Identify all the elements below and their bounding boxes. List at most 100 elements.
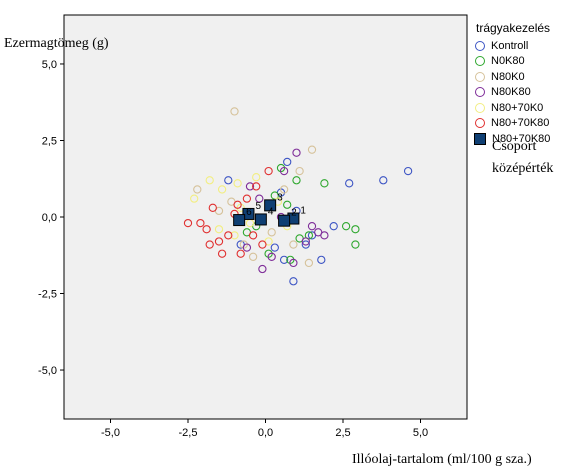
legend-label: N80K0	[491, 70, 525, 83]
data-point	[345, 179, 354, 188]
data-point	[248, 252, 258, 261]
circle-marker-icon	[475, 56, 485, 67]
data-point	[252, 182, 261, 191]
data-point	[214, 237, 224, 246]
y-axis-ticks: 5,0 2,5 0,0 -2,5 -5,0	[38, 59, 64, 377]
group-mean-marker	[264, 199, 277, 212]
data-point	[329, 222, 338, 231]
square-marker-icon	[474, 132, 486, 145]
data-point	[283, 157, 292, 167]
data-point	[279, 166, 289, 176]
group-mean-label: 3	[277, 192, 283, 203]
legend-label: Kontroll	[491, 39, 529, 52]
legend-item: N80+70K80	[472, 131, 550, 147]
legend-title: trágyakezelés	[476, 21, 551, 35]
data-point	[264, 166, 273, 176]
group-mean-label: 5	[255, 201, 261, 212]
data-point	[295, 166, 304, 176]
data-point	[292, 176, 301, 185]
data-point	[224, 176, 233, 185]
y-tick-label: 2,5	[42, 135, 57, 147]
group-mean-annotation: Csoport középérték	[492, 139, 554, 176]
x-tick-label: 2,5	[335, 427, 350, 439]
data-point	[230, 107, 239, 116]
circle-marker-icon	[475, 40, 485, 51]
data-point	[217, 249, 227, 258]
legend-item: N0K80	[472, 54, 550, 70]
data-point	[351, 240, 360, 249]
data-point	[236, 249, 245, 258]
group-mean-marker	[278, 214, 291, 227]
data-point	[292, 148, 301, 157]
group-mean-label: 4	[268, 206, 274, 217]
data-point	[214, 225, 224, 234]
data-point	[307, 145, 317, 154]
data-point	[320, 179, 329, 188]
x-axis-ticks: -5,0 -2,5 0,0 2,5 5,0	[101, 419, 428, 439]
data-point	[190, 194, 199, 203]
data-point	[289, 277, 298, 286]
data-point	[242, 194, 252, 203]
data-point	[245, 182, 255, 191]
legend: trágyakezelés Kontroll N0K80 N80K0 N80K80 N8…	[472, 21, 550, 147]
data-point	[252, 173, 261, 182]
legend-label: N80+70K80	[491, 117, 550, 130]
y-tick-label: -2,5	[38, 289, 57, 301]
legend-item: N80+70K80	[472, 116, 550, 132]
y-tick-label: 0,0	[42, 212, 57, 224]
group-mean-marker	[233, 214, 246, 227]
circle-marker-icon	[475, 87, 485, 98]
data-point	[205, 176, 214, 185]
legend-label: N80+70K80	[492, 132, 551, 145]
group-mean-label: 6	[246, 207, 252, 218]
data-point	[208, 203, 217, 212]
data-point	[205, 240, 214, 249]
data-point	[255, 194, 264, 203]
data-point	[301, 237, 310, 246]
group-mean-label: 1	[300, 206, 306, 217]
data-point	[267, 228, 276, 237]
y-tick-label: -5,0	[38, 365, 57, 377]
data-point	[270, 243, 279, 252]
x-tick-label: -5,0	[101, 427, 120, 439]
data-point	[242, 243, 252, 252]
data-point	[258, 240, 267, 249]
y-tick-label: 5,0	[42, 59, 57, 71]
data-point	[403, 166, 413, 176]
legend-label: N80+70K0	[491, 101, 544, 114]
data-point	[224, 231, 233, 240]
data-point	[283, 200, 292, 209]
data-point	[196, 218, 205, 228]
circle-marker-icon	[475, 118, 485, 129]
legend-item: N80K0	[472, 69, 550, 85]
legend-label: N0K80	[491, 55, 525, 68]
circle-marker-icon	[475, 71, 485, 82]
data-point	[301, 240, 310, 249]
data-point	[317, 255, 326, 264]
data-point	[351, 225, 360, 234]
x-tick-label: 0,0	[258, 427, 273, 439]
data-point	[304, 258, 314, 268]
x-tick-label: 5,0	[413, 427, 428, 439]
data-point	[230, 231, 239, 240]
data-point	[258, 264, 267, 274]
data-point	[202, 225, 211, 234]
data-point	[320, 231, 329, 240]
data-point	[267, 252, 276, 261]
circle-marker-icon	[475, 102, 485, 113]
x-tick-label: -2,5	[179, 427, 198, 439]
legend-item: Kontroll	[472, 38, 550, 54]
data-point	[193, 185, 202, 194]
legend-item: N80+70K0	[472, 100, 550, 116]
data-point	[341, 222, 351, 231]
data-point	[233, 179, 242, 188]
data-point	[217, 185, 227, 194]
group-mean-marker	[254, 213, 267, 226]
group-mean-marker	[242, 207, 255, 220]
group-mean-label: 2	[291, 208, 297, 219]
data-point	[307, 222, 317, 231]
data-point	[279, 255, 289, 264]
data-point	[379, 176, 388, 185]
